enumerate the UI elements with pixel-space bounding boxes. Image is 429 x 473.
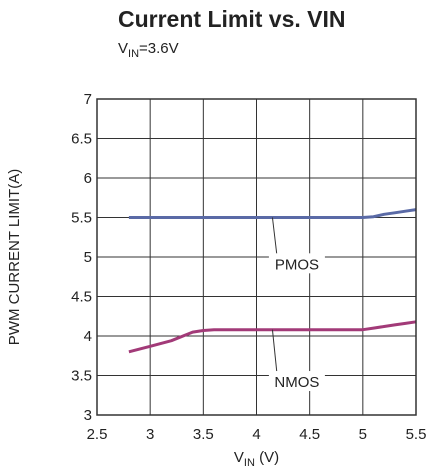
callout-leader-pmos [271, 217, 278, 256]
chart-title: Current Limit vs. VIN [118, 6, 346, 32]
x-tick-label: 3 [146, 426, 154, 443]
x-tick-label: 4.5 [299, 426, 320, 443]
x-tick-label: 3.5 [193, 426, 214, 443]
tick-layer: 2.5 3 3.5 4 4.5 5 5.5 3 3.5 4 4.5 5 5.5 6 6.5 7 [71, 91, 426, 443]
y-axis-title: PWM CURRENT LIMIT(A) [6, 169, 23, 345]
series-line-pmos [128, 208, 417, 219]
x-tick-label: 5.5 [406, 426, 427, 443]
callout-leader-nmos [271, 329, 278, 374]
y-tick-label: 4.5 [71, 289, 92, 306]
y-tick-label: 3.5 [71, 368, 92, 385]
callout-label-pmos: PMOS [275, 256, 319, 273]
y-tick-label: 6.5 [71, 131, 92, 148]
subtitle-subscript: IN [128, 48, 140, 60]
callout-box-pmos [268, 253, 325, 274]
y-tick-label: 5.5 [71, 210, 92, 227]
grid-layer [97, 99, 416, 415]
x-axis-title: VIN (V) [234, 449, 279, 469]
callout-label-nmos: NMOS [274, 374, 319, 391]
y-tick-label: 7 [84, 91, 92, 108]
x-tick-label: 4 [252, 426, 260, 443]
y-tick-label: 3 [84, 407, 92, 424]
subtitle-rest: =3.6V [139, 40, 179, 57]
x-axis-title-subscript: IN [244, 457, 255, 469]
x-axis-title-rest: (V) [255, 449, 279, 466]
callout-box-nmos [268, 371, 325, 392]
x-axis-title-main: V [234, 449, 244, 466]
y-tick-label: 6 [84, 170, 92, 187]
annotation-layer: PMOS NMOS [268, 217, 325, 392]
plot-frame [96, 98, 417, 416]
series-layer [128, 208, 417, 354]
series-line-nmos [128, 320, 417, 354]
y-tick-label: 5 [84, 249, 92, 266]
subtitle-main: V [118, 40, 129, 57]
chart-subtitle: VIN=3.6V [118, 40, 179, 60]
x-tick-label: 2.5 [87, 426, 108, 443]
y-tick-label: 4 [84, 328, 92, 345]
x-tick-label: 5 [359, 426, 367, 443]
